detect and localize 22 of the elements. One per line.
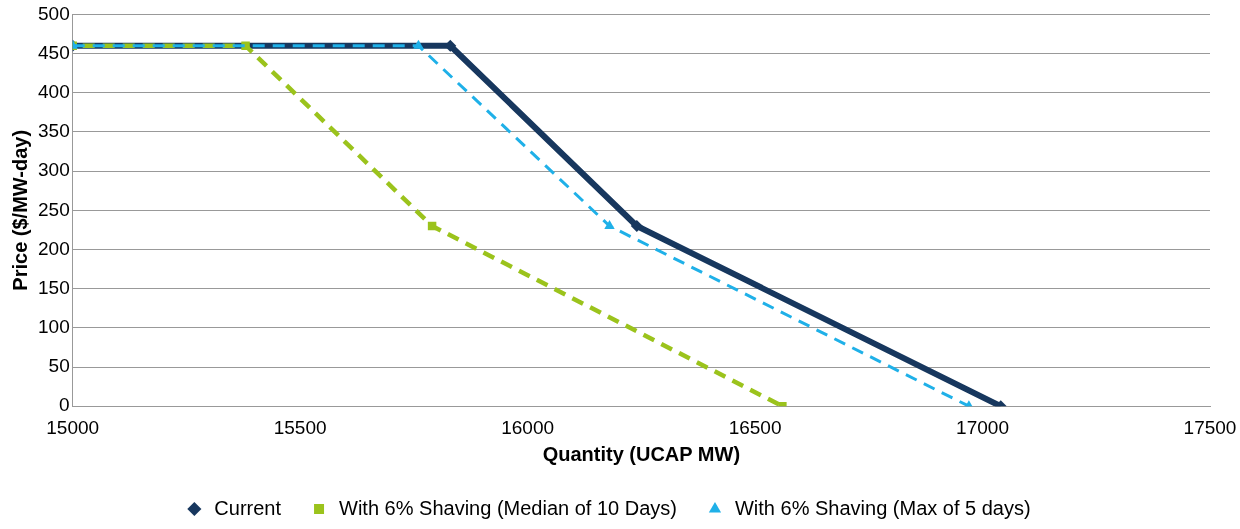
y-tick-label: 500 [38, 2, 70, 24]
x-tick-label: 17500 [1183, 416, 1237, 438]
y-tick-label: 100 [38, 316, 70, 338]
x-axis-title: Quantity (UCAP MW) [542, 442, 741, 465]
y-tick-label: 250 [38, 198, 70, 220]
y-tick-label: 450 [38, 41, 70, 63]
legend-label: With 6% Shaving (Median of 10 Days) [339, 496, 677, 519]
y-tick-label: 200 [38, 237, 70, 259]
x-tick-label: 16000 [501, 416, 555, 438]
y-tick-label: 400 [38, 80, 70, 102]
y-tick-label: 350 [38, 120, 70, 142]
y-tick-label: 300 [38, 159, 70, 181]
legend-label: With 6% Shaving (Max of 5 days) [734, 496, 1031, 519]
x-tick-label: 17000 [956, 416, 1009, 438]
y-axis-title: Price ($/MW-day) [8, 129, 31, 291]
y-tick-label: 0 [59, 394, 70, 416]
x-tick-label: 15000 [46, 416, 100, 438]
x-tick-label: 15500 [273, 416, 327, 438]
y-tick-label: 150 [38, 276, 70, 298]
y-tick-label: 50 [48, 355, 70, 377]
legend-label: Current [214, 496, 282, 519]
x-tick-label: 16500 [728, 416, 782, 438]
